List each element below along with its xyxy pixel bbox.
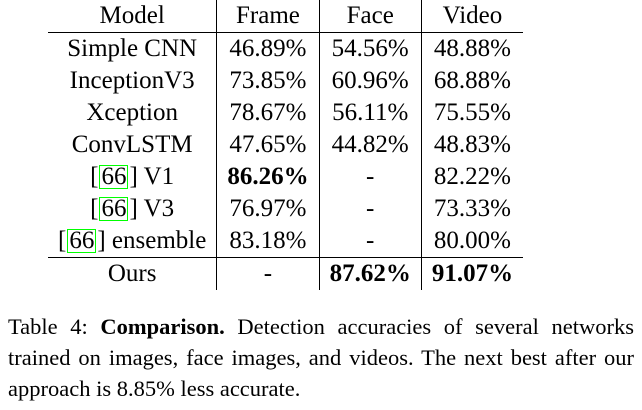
table-row: Xception 78.67% 56.11% 75.55%	[48, 97, 523, 129]
face-cell: 60.96%	[319, 65, 422, 97]
model-cell: Xception	[48, 97, 218, 129]
frame-cell: 76.97%	[216, 193, 320, 225]
face-cell: -	[319, 225, 422, 258]
header-frame: Frame	[216, 0, 320, 33]
video-cell: 48.83%	[433, 131, 511, 158]
model-cell: [66] ensemble	[48, 225, 218, 258]
table-row: [66] V3 76.97% - 73.33%	[48, 193, 523, 225]
face-cell: 44.82%	[319, 129, 422, 161]
face-cell: 54.56%	[319, 32, 422, 65]
table-row: Simple CNN 46.89% 54.56% 48.88%	[48, 32, 523, 65]
caption-title: Comparison.	[100, 314, 225, 339]
model-name: V3	[143, 195, 175, 222]
citation-box: 66	[99, 163, 129, 190]
face-cell: 87.62%	[319, 257, 422, 290]
frame-cell: 83.18%	[216, 225, 320, 258]
video-cell: 48.88%	[433, 35, 511, 62]
face-cell: -	[319, 193, 422, 225]
table-header-row: Model Frame Face Video	[48, 0, 524, 33]
table-row: [66] V1 86.26% - 82.22%	[48, 161, 523, 193]
table-row: [66] ensemble 83.18% - 80.00%	[48, 225, 523, 258]
face-cell: 56.11%	[319, 97, 422, 129]
frame-cell: 47.65%	[216, 129, 320, 161]
caption-label: Table 4:	[8, 314, 88, 339]
caption-text: Detection accuracies of several networks…	[8, 314, 634, 401]
table-caption: Table 4: Comparison. Detection accuracie…	[8, 311, 634, 404]
model-cell: ConvLSTM	[48, 129, 218, 161]
frame-cell: 78.67%	[216, 97, 320, 129]
header-video: Video	[421, 0, 524, 33]
results-table: Model Frame Face Video Simple CNN 46.89%…	[48, 0, 524, 290]
model-cell: [66] V1	[48, 161, 218, 193]
face-cell: -	[319, 161, 422, 193]
video-cell: 91.07%	[421, 257, 524, 290]
video-cell: 73.33%	[433, 195, 511, 222]
model-cell: Simple CNN	[48, 32, 218, 65]
table-row: InceptionV3 73.85% 60.96% 68.88%	[48, 65, 523, 97]
header-model: Model	[48, 0, 218, 33]
frame-cell: 86.26%	[216, 161, 320, 193]
video-cell: 75.55%	[433, 99, 511, 126]
model-name: V1	[143, 163, 175, 190]
frame-cell: 73.85%	[216, 65, 320, 97]
model-name: ensemble	[111, 227, 207, 254]
model-cell: Ours	[48, 257, 218, 290]
model-cell: [66] V3	[48, 193, 218, 225]
frame-cell: -	[216, 257, 320, 290]
frame-cell: 46.89%	[216, 32, 320, 65]
citation-link[interactable]: [66]	[90, 195, 138, 222]
video-cell: 82.22%	[433, 163, 511, 190]
header-face: Face	[319, 0, 422, 33]
video-cell: 68.88%	[433, 67, 511, 94]
citation-link[interactable]: [66]	[90, 163, 138, 190]
table-row: ConvLSTM 47.65% 44.82% 48.83%	[48, 129, 523, 161]
model-cell: InceptionV3	[48, 65, 218, 97]
citation-link[interactable]: [66]	[58, 227, 106, 254]
citation-box: 66	[99, 195, 129, 222]
citation-box: 66	[67, 227, 97, 254]
table-row: Ours - 87.62% 91.07%	[48, 257, 524, 290]
video-cell: 80.00%	[433, 227, 511, 254]
